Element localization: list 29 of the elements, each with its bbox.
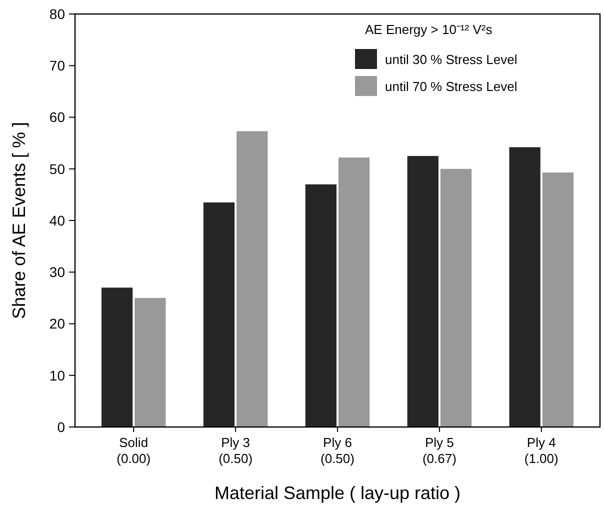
x-axis-title: Material Sample ( lay-up ratio ) [214, 483, 461, 503]
x-tick-label: Solid (0.00) [116, 435, 151, 466]
y-tick-label: 0 [57, 418, 66, 435]
bar [440, 168, 472, 427]
y-tick-label: 30 [49, 264, 66, 280]
y-tick-label: 40 [49, 212, 66, 228]
y-tick-label: 80 [49, 6, 66, 22]
y-tick-label: 20 [49, 316, 66, 332]
x-tick-label: Ply 3 (0.50) [218, 435, 253, 466]
y-axis-title: Share of AE Events [ % ] [9, 122, 29, 320]
x-tick-label: Ply 6 (0.50) [320, 435, 354, 466]
bar [338, 158, 370, 427]
bar [203, 202, 235, 427]
bar [542, 172, 574, 427]
bar [305, 184, 336, 427]
y-tick-label: 50 [49, 160, 66, 177]
legend-label: until 70 % Stress Level [385, 79, 518, 94]
x-tick-label: Ply 4 (1.00) [524, 435, 558, 466]
bar [101, 288, 133, 427]
bar [134, 298, 166, 427]
x-tick-label: Ply 5 (0.67) [422, 435, 456, 466]
y-tick-label: 10 [49, 367, 66, 384]
bar [509, 147, 540, 427]
bar [236, 131, 268, 427]
legend-label: until 30 % Stress Level [385, 52, 518, 67]
legend-title: AE Energy > 10⁻¹² V²s [365, 22, 493, 37]
y-tick-label: 60 [49, 109, 66, 126]
y-tick-label: 70 [49, 58, 66, 74]
bar [407, 156, 438, 427]
